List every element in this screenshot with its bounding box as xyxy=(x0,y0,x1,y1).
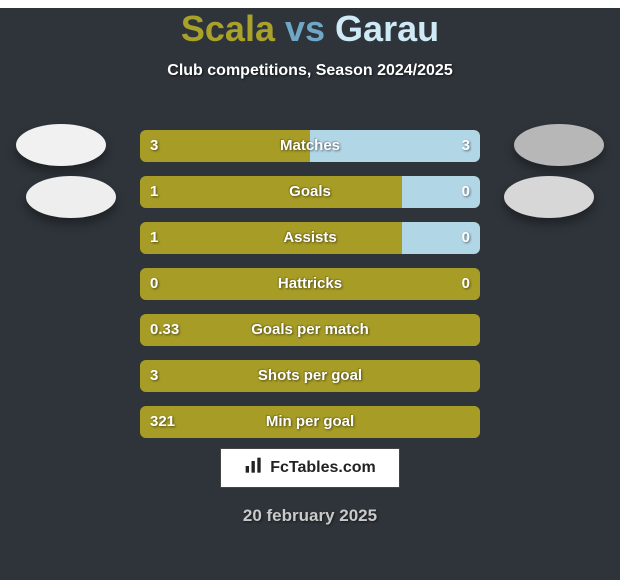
stat-label: Min per goal xyxy=(140,406,480,438)
stat-value-right: 0 xyxy=(462,222,470,254)
stat-value-right: 0 xyxy=(462,268,470,300)
stat-value-right: 0 xyxy=(462,176,470,208)
subtitle: Club competitions, Season 2024/2025 xyxy=(0,62,620,80)
stat-row: 1Assists0 xyxy=(140,222,480,254)
player-a-name: Scala xyxy=(181,8,275,49)
stat-row: 0.33Goals per match xyxy=(140,314,480,346)
stat-row: 3Shots per goal xyxy=(140,360,480,392)
stat-label: Goals per match xyxy=(140,314,480,346)
stat-label: Shots per goal xyxy=(140,360,480,392)
brand-badge[interactable]: FcTables.com xyxy=(220,448,400,488)
stat-label: Assists xyxy=(140,222,480,254)
player-a-avatar-1 xyxy=(16,124,106,166)
stat-row: 1Goals0 xyxy=(140,176,480,208)
player-a-avatar-2 xyxy=(26,176,116,218)
comparison-card: Scala vs Garau Club competitions, Season… xyxy=(0,8,620,580)
stat-label: Hattricks xyxy=(140,268,480,300)
stat-value-right: 3 xyxy=(462,130,470,162)
stat-bars: 3Matches31Goals01Assists00Hattricks00.33… xyxy=(140,130,480,452)
player-b-avatar-1 xyxy=(514,124,604,166)
vs-label: vs xyxy=(285,8,325,49)
player-b-avatar-2 xyxy=(504,176,594,218)
date-label: 20 february 2025 xyxy=(0,506,620,526)
stat-row: 321Min per goal xyxy=(140,406,480,438)
player-b-name: Garau xyxy=(335,8,439,49)
stat-row: 0Hattricks0 xyxy=(140,268,480,300)
page-title: Scala vs Garau xyxy=(0,8,620,50)
stat-label: Goals xyxy=(140,176,480,208)
stat-label: Matches xyxy=(140,130,480,162)
bar-chart-icon xyxy=(244,456,264,481)
stat-row: 3Matches3 xyxy=(140,130,480,162)
brand-text: FcTables.com xyxy=(270,459,376,477)
